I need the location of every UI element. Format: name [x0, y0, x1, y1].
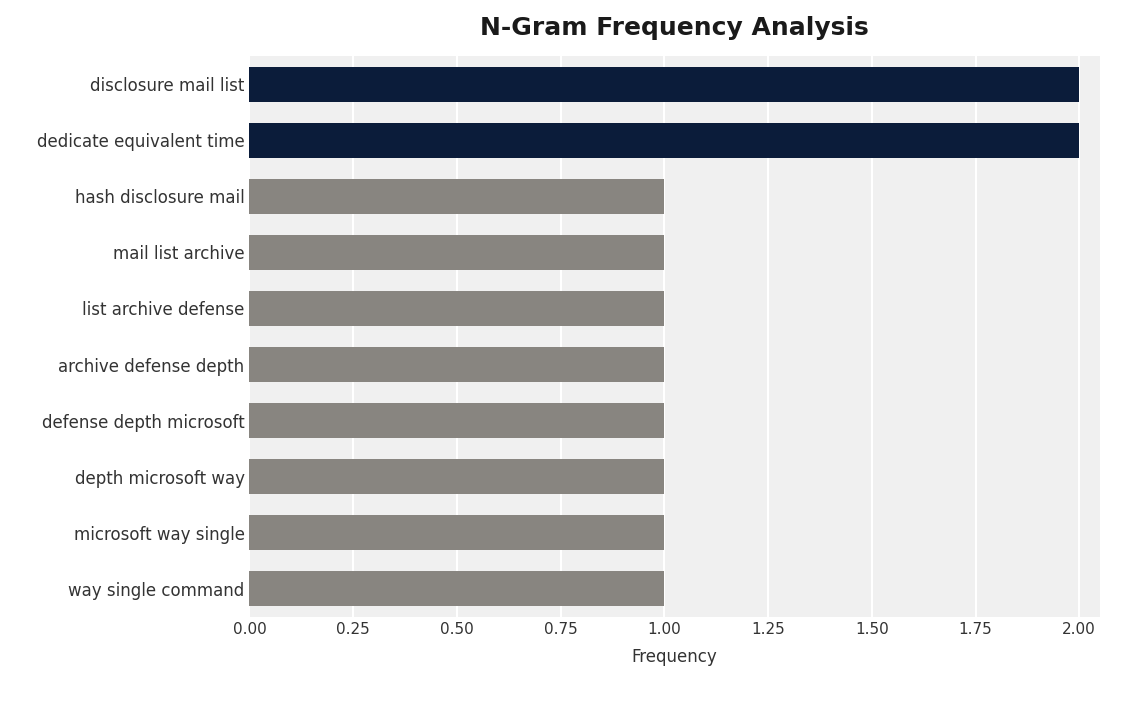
Bar: [249, 123, 1080, 158]
Bar: [249, 291, 665, 326]
Bar: [249, 235, 665, 270]
X-axis label: Frequency: Frequency: [632, 648, 718, 666]
Bar: [249, 515, 665, 550]
Title: N-Gram Frequency Analysis: N-Gram Frequency Analysis: [481, 16, 869, 40]
Bar: [249, 67, 1080, 102]
Bar: [249, 347, 665, 382]
Bar: [249, 459, 665, 494]
Bar: [249, 403, 665, 438]
Bar: [249, 179, 665, 214]
Bar: [249, 571, 665, 606]
